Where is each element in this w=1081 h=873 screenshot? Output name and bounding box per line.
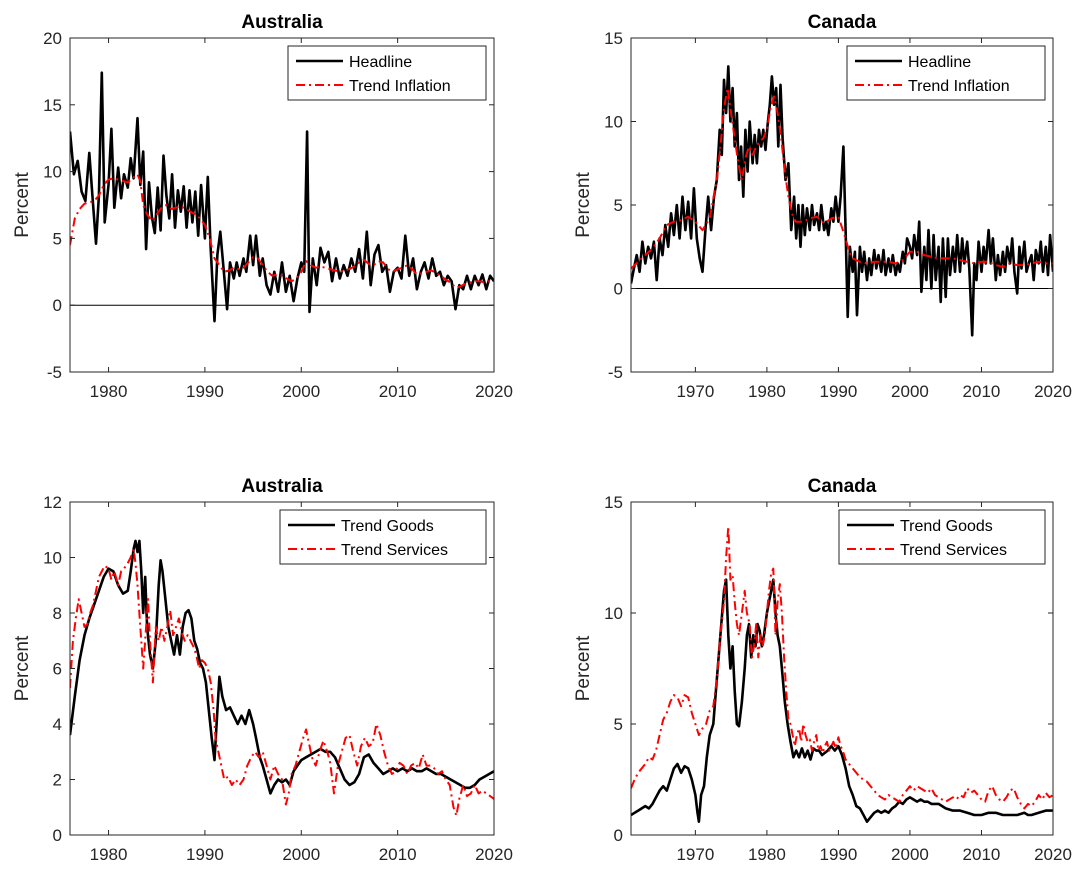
x-tick-label: 1980	[748, 845, 786, 864]
axes-box	[630, 501, 1054, 836]
chart-panel-4: 0 5 10 15 1970 1980 1990 2000 2010 2020 Canada Perc…	[573, 476, 1072, 864]
x-tick-label: 1980	[748, 382, 786, 401]
series-line-trend-goods	[631, 578, 1053, 823]
legend-entry: Trend Goods	[341, 518, 434, 535]
y-tick-label: 6	[53, 660, 62, 679]
legend: Headline Trend Inflation	[846, 45, 1046, 101]
y-tick-label: 0	[614, 280, 623, 299]
chart-panel-2: -5 0 5 10 15 1970 1980 1990 2000 2010 2020 Canada Pe…	[573, 12, 1072, 401]
legend-box	[838, 509, 1046, 565]
series-line-trend-services	[631, 525, 1053, 810]
legend-entry: Trend Goods	[900, 518, 993, 535]
y-tick-label: 0	[53, 296, 62, 315]
y-axis-label: Percent	[573, 635, 594, 701]
legend: Trend Goods Trend Services	[279, 509, 487, 565]
y-tick-label: 20	[43, 29, 62, 48]
series-line-trend-services	[70, 548, 494, 817]
chart-title: Australia	[241, 12, 323, 33]
y-axis-label: Percent	[573, 172, 594, 238]
series-line-trend-inflation	[70, 173, 494, 289]
y-tick-label: 10	[604, 113, 623, 132]
y-tick-label: 15	[43, 96, 62, 115]
legend-entry: Trend Services	[900, 542, 1007, 559]
x-tick-label: 2000	[282, 382, 320, 401]
y-tick-label: -5	[608, 363, 623, 382]
axes-box	[69, 37, 495, 373]
legend-entry: Trend Services	[341, 542, 448, 559]
x-tick-label: 2020	[475, 845, 513, 864]
legend-box	[846, 45, 1046, 101]
y-tick-label: 10	[604, 604, 623, 623]
x-tick-label: 1980	[90, 845, 128, 864]
y-tick-label: 5	[614, 715, 623, 734]
y-tick-label: 8	[53, 604, 62, 623]
chart-title: Canada	[808, 476, 877, 497]
legend-entry: Trend Inflation	[908, 78, 1010, 95]
series-line-headline	[631, 65, 1053, 337]
y-tick-label: 10	[43, 163, 62, 182]
x-tick-label: 1980	[90, 382, 128, 401]
x-tick-label: 2000	[891, 382, 929, 401]
x-tick-label: 1970	[676, 382, 714, 401]
x-tick-label: 2000	[282, 845, 320, 864]
x-tick-label: 2010	[963, 382, 1001, 401]
x-tick-label: 1990	[820, 845, 858, 864]
legend: Trend Goods Trend Services	[838, 509, 1046, 565]
x-tick-label: 2020	[1034, 382, 1072, 401]
legend-box	[279, 509, 487, 565]
x-tick-label: 1970	[676, 845, 714, 864]
y-axis-label: Percent	[12, 635, 33, 701]
y-tick-label: 4	[53, 715, 62, 734]
x-tick-label: 2000	[891, 845, 929, 864]
x-tick-label: 2020	[1034, 845, 1072, 864]
legend: Headline Trend Inflation	[287, 45, 487, 101]
legend-entry: Headline	[908, 54, 971, 71]
x-tick-label: 2010	[963, 845, 1001, 864]
legend-entry: Headline	[349, 54, 412, 71]
legend-box	[287, 45, 487, 101]
series-line-trend-goods	[70, 539, 494, 795]
y-tick-label: 2	[53, 771, 62, 790]
y-tick-label: 10	[43, 549, 62, 568]
chart-title: Australia	[241, 476, 323, 497]
x-tick-label: 1990	[186, 845, 224, 864]
y-tick-label: 12	[43, 493, 62, 512]
chart-panel-3: 0 2 4 6 8 10 12 1980 1990 2000 2010 2020 Australia Pe…	[12, 476, 513, 864]
y-tick-label: 0	[53, 826, 62, 845]
y-tick-label: 15	[604, 29, 623, 48]
legend-entry: Trend Inflation	[349, 78, 451, 95]
y-tick-label: 5	[53, 229, 62, 248]
x-tick-label: 2010	[379, 382, 417, 401]
series-line-trend-inflation	[631, 87, 1053, 270]
y-tick-label: -5	[47, 363, 62, 382]
x-tick-label: 1990	[820, 382, 858, 401]
x-tick-label: 1990	[186, 382, 224, 401]
chart-panel-1: -5 0 5 10 15 20 1980 1990 2000 2010 2020 Australia P…	[12, 12, 513, 401]
series-line-headline	[70, 71, 494, 323]
y-axis-label: Percent	[12, 172, 33, 238]
y-tick-label: 5	[614, 196, 623, 215]
x-tick-label: 2020	[475, 382, 513, 401]
x-tick-label: 2010	[379, 845, 417, 864]
y-tick-label: 15	[604, 493, 623, 512]
chart-title: Canada	[808, 12, 877, 33]
y-tick-label: 0	[614, 826, 623, 845]
